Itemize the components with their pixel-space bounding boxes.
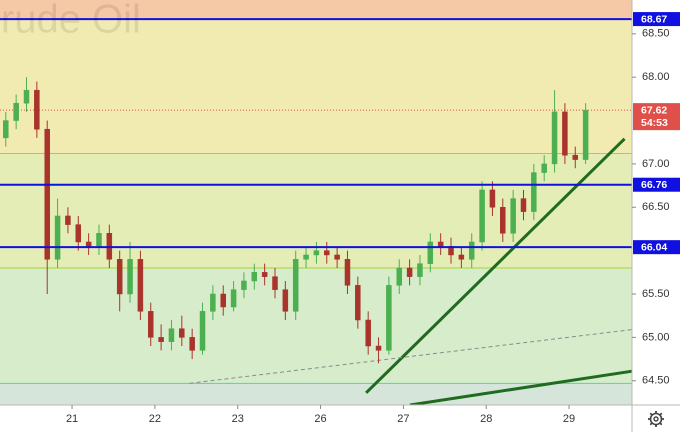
- candle-body: [520, 198, 527, 212]
- x-tick-label: 22: [149, 413, 161, 425]
- y-tick-label: 68.00: [642, 71, 670, 83]
- candle-body: [189, 337, 195, 351]
- candle-body: [23, 89, 30, 104]
- candle-body: [65, 215, 71, 225]
- current-price-label: 67.62: [641, 104, 667, 116]
- candle-body: [261, 272, 268, 277]
- candle-body: [313, 250, 320, 256]
- candle-body: [458, 254, 465, 260]
- candle-body: [500, 207, 506, 234]
- y-tick-label: 68.50: [642, 28, 670, 40]
- candle-body: [220, 293, 226, 308]
- candle-body: [148, 311, 154, 338]
- countdown-label: 54:53: [641, 117, 668, 129]
- level-tag-label: 66.76: [641, 179, 667, 191]
- candle-body: [541, 163, 547, 173]
- level-tag: [633, 12, 680, 27]
- candle-body: [251, 272, 258, 282]
- candle-body: [355, 285, 361, 321]
- candle-body: [230, 289, 237, 308]
- candle-body: [489, 189, 496, 208]
- candle-body: [303, 254, 309, 260]
- x-tick-label: 27: [397, 413, 409, 425]
- watermark-title: Crude Oil: [0, 0, 141, 42]
- current-price-tag: [633, 103, 680, 131]
- candle-body: [510, 198, 516, 234]
- candle-body: [241, 280, 247, 290]
- candle-body: [562, 111, 568, 156]
- level-tag: [633, 177, 680, 192]
- candle-body: [417, 263, 423, 277]
- gear-hub: [653, 416, 659, 422]
- candle-body: [551, 111, 558, 165]
- candle-body: [282, 289, 289, 312]
- candle-body: [479, 189, 485, 243]
- candle-body: [96, 233, 102, 247]
- candle-body: [127, 259, 133, 295]
- candle-body: [210, 293, 216, 312]
- candle-body: [386, 285, 392, 351]
- candle-body: [344, 259, 351, 286]
- settings-icon[interactable]: [648, 411, 664, 427]
- candle-body: [531, 172, 537, 212]
- candle-body: [158, 337, 164, 342]
- level-tag-label: 68.67: [641, 13, 667, 25]
- y-tick-label: 65.00: [642, 331, 670, 343]
- plot-area: [0, 0, 633, 407]
- x-tick-label: 23: [232, 413, 244, 425]
- zone: [0, 267, 632, 384]
- trendline: [365, 137, 626, 394]
- candle-body: [179, 328, 185, 338]
- candle-body: [292, 259, 299, 312]
- x-tick-label: 26: [314, 413, 326, 425]
- x-tick-label: 21: [66, 413, 78, 425]
- candle-body: [365, 319, 371, 347]
- candle-body: [3, 120, 9, 139]
- candle-body: [324, 250, 330, 256]
- trendline: [409, 369, 633, 407]
- candle-body: [116, 259, 123, 295]
- candle-body: [13, 102, 19, 121]
- candle-body: [427, 241, 434, 264]
- candle-body: [582, 109, 589, 160]
- candle-body: [75, 224, 82, 243]
- candle-body: [44, 128, 50, 260]
- time-axis: [0, 405, 680, 432]
- candle-body: [85, 241, 92, 247]
- y-tick-label: 64.50: [642, 375, 670, 387]
- level-tag-label: 66.04: [641, 241, 667, 253]
- candle-body: [34, 89, 40, 130]
- gear-teeth: [648, 411, 664, 427]
- candle-body: [272, 276, 278, 290]
- candle-body: [137, 259, 144, 312]
- y-tick-label: 66.50: [642, 201, 670, 213]
- x-tick-label: 28: [480, 413, 492, 425]
- axes: 68.50 68.00 67.00 66.50 65.50 65.00 64.50 21 22 2…: [66, 12, 680, 425]
- candle-body: [396, 267, 402, 286]
- y-tick-label: 65.50: [642, 288, 670, 300]
- candle-body: [406, 267, 413, 277]
- y-tick-label: 67.00: [642, 158, 670, 170]
- candle-body: [168, 328, 175, 342]
- x-tick-label: 29: [563, 413, 575, 425]
- zone: [0, 383, 632, 405]
- zone: [0, 19, 632, 154]
- candle-body: [54, 215, 61, 260]
- candle-body: [199, 311, 206, 351]
- level-tag: [633, 240, 680, 255]
- candle-body: [572, 154, 579, 160]
- candle-body: [468, 241, 475, 260]
- trendline: [189, 329, 633, 384]
- price-axis: [632, 0, 680, 432]
- candle-body: [437, 241, 444, 247]
- candle-body: [375, 345, 382, 351]
- candle-body: [334, 254, 340, 260]
- zone: [0, 0, 632, 20]
